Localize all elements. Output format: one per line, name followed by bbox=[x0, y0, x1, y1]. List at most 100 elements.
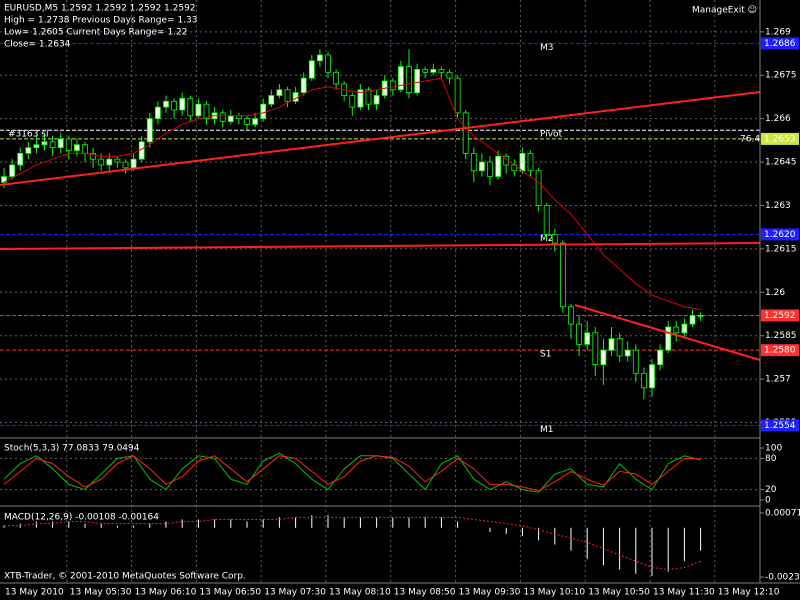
price-box bbox=[761, 228, 799, 241]
candle-body bbox=[82, 144, 88, 154]
candle-body bbox=[365, 89, 372, 105]
candle-body bbox=[49, 141, 56, 148]
candle-body bbox=[389, 80, 396, 91]
candle-body bbox=[470, 152, 477, 172]
candle-body bbox=[219, 112, 226, 122]
candle-body bbox=[65, 138, 72, 151]
candle-body bbox=[624, 349, 631, 357]
stoch-main bbox=[3, 452, 701, 493]
level-name: Pivot bbox=[540, 130, 563, 140]
time-label: 13 May 06:10 bbox=[135, 588, 197, 598]
time-label: 13 May 10:50 bbox=[588, 588, 650, 598]
candle-body bbox=[195, 103, 202, 117]
candle-body bbox=[478, 161, 485, 172]
price-box-label: 1.2686 bbox=[764, 39, 796, 49]
candle-body bbox=[244, 118, 250, 125]
price-box-label: 1.2580 bbox=[764, 346, 796, 356]
candle-body bbox=[543, 205, 550, 235]
candle-body bbox=[284, 89, 291, 102]
price-tick-label: 1.2585 bbox=[765, 331, 797, 341]
price-tick-label: 1.263 bbox=[765, 201, 791, 211]
candle-body bbox=[414, 69, 421, 94]
time-label: 13 May 08:50 bbox=[394, 588, 456, 598]
candle-body bbox=[616, 338, 623, 357]
price-box-label: 1.2653 bbox=[764, 134, 796, 144]
candle-body bbox=[300, 77, 307, 94]
price-box bbox=[761, 37, 799, 50]
candle-body bbox=[495, 155, 502, 177]
candle-body bbox=[252, 118, 259, 125]
time-label: 13 May 11:30 bbox=[653, 588, 715, 598]
candle-body bbox=[90, 152, 96, 160]
candle-body bbox=[446, 71, 453, 79]
candle-body bbox=[438, 69, 445, 73]
candle-body bbox=[657, 349, 663, 366]
candle-body bbox=[697, 315, 704, 317]
moving-average bbox=[3, 77, 701, 311]
price-box-label: 1.2592 bbox=[764, 311, 796, 321]
candle-body bbox=[487, 161, 493, 177]
candle-body bbox=[268, 95, 275, 105]
price-box-label: 1.2554 bbox=[764, 421, 796, 431]
candle-body bbox=[397, 66, 404, 91]
candle-body bbox=[9, 164, 16, 177]
candle-body bbox=[25, 147, 32, 154]
stoch-label: Stoch(5,3,3) 77.0833 79.0494 bbox=[4, 444, 140, 454]
candle-body bbox=[179, 97, 186, 111]
candle-body bbox=[649, 364, 655, 389]
candle-body bbox=[584, 332, 591, 345]
time-label: 13 May 08:10 bbox=[329, 588, 391, 598]
macd-tick-label: -0.00236 bbox=[765, 573, 800, 583]
candle-body bbox=[527, 152, 534, 172]
copyright: XTB-Trader, © 2001-2010 MetaQuotes Softw… bbox=[4, 572, 246, 582]
macd-signal bbox=[4, 516, 701, 571]
object-label: #3163 sl bbox=[8, 130, 49, 140]
candle-body bbox=[568, 306, 574, 325]
stoch-tick-label: 80 bbox=[765, 454, 777, 464]
candle-body bbox=[106, 158, 113, 166]
candle-body bbox=[681, 323, 688, 334]
info-line: Low= 1.2605 Current Days Range= 1.22 bbox=[4, 28, 187, 38]
price-box-label: 1.2620 bbox=[764, 230, 796, 240]
price-tick-label: 1.2645 bbox=[765, 158, 797, 168]
trendline bbox=[0, 91, 761, 186]
candle-body bbox=[227, 115, 234, 122]
candle-body bbox=[551, 234, 558, 244]
price-box bbox=[761, 132, 799, 145]
level-name: M3 bbox=[540, 43, 554, 53]
symbol-line: EURUSD,M5 1.2592 1.2592 1.2592 1.2592 bbox=[4, 4, 196, 14]
stoch-signal bbox=[3, 455, 701, 492]
candle-body bbox=[114, 158, 121, 163]
candle-body bbox=[74, 144, 80, 151]
macd-label: MACD(12,26,9) -0.00108 -0.00164 bbox=[4, 513, 159, 523]
candle-body bbox=[154, 106, 161, 120]
candle-body bbox=[576, 323, 582, 345]
time-label: 13 May 07:30 bbox=[264, 588, 326, 598]
candle-body bbox=[163, 100, 169, 108]
trendline bbox=[0, 242, 761, 250]
candle-body bbox=[632, 349, 639, 374]
candle-body bbox=[316, 54, 323, 62]
time-label: 13 May 06:50 bbox=[199, 588, 261, 598]
candle-body bbox=[187, 97, 194, 117]
price-box bbox=[761, 344, 799, 357]
candle-body bbox=[689, 315, 696, 325]
candle-body bbox=[608, 338, 615, 351]
candle-body bbox=[1, 176, 7, 183]
stoch-tick-label: 100 bbox=[765, 444, 782, 454]
candle-body bbox=[130, 158, 137, 169]
level-name: M1 bbox=[540, 425, 554, 435]
price-tick-label: 1.2675 bbox=[765, 71, 797, 81]
candle-body bbox=[641, 372, 647, 389]
candle-body bbox=[357, 89, 364, 108]
candle-body bbox=[171, 100, 178, 111]
candle-body bbox=[276, 89, 283, 96]
price-tick-label: 1.257 bbox=[765, 375, 791, 385]
candle-body bbox=[41, 141, 48, 146]
stoch-tick-label: 0 bbox=[765, 496, 771, 506]
price-box bbox=[761, 419, 799, 432]
candle-body bbox=[146, 118, 153, 143]
